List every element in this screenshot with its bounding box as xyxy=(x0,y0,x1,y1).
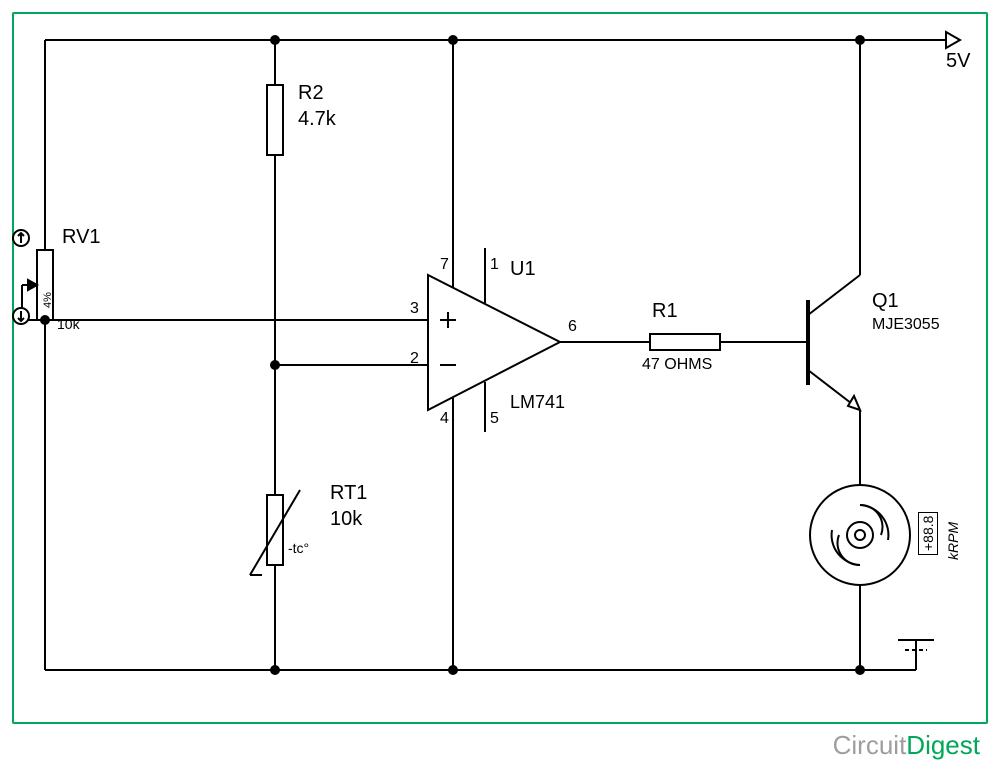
u1-pin2: 2 xyxy=(410,350,419,368)
logo-part2: Digest xyxy=(906,730,980,760)
logo-part1: Circuit xyxy=(833,730,907,760)
u1-pin4: 4 xyxy=(440,410,449,428)
rv1-ref: RV1 xyxy=(62,226,101,249)
u1-pin6: 6 xyxy=(568,318,577,336)
supply-label: 5V xyxy=(946,50,970,73)
u1-ref: U1 xyxy=(510,258,536,281)
motor-rpm: +88.8 xyxy=(918,512,938,555)
q1-ref: Q1 xyxy=(872,290,899,313)
motor-unit: kRPM xyxy=(945,522,961,560)
rv1-value: 10k xyxy=(57,316,80,332)
r2-value: 4.7k xyxy=(298,108,336,131)
r1-value: 47 OHMS xyxy=(642,356,712,374)
u1-part: LM741 xyxy=(510,392,565,413)
rv1-setting: 4% xyxy=(42,292,54,308)
u1-pin1: 1 xyxy=(490,256,499,274)
u1-pin5: 5 xyxy=(490,410,499,428)
r2-ref: R2 xyxy=(298,82,324,105)
u1-pin7: 7 xyxy=(440,256,449,274)
rt1-tc: -tc° xyxy=(288,540,309,556)
r1-ref: R1 xyxy=(652,300,678,323)
u1-pin3: 3 xyxy=(410,300,419,318)
rt1-value: 10k xyxy=(330,508,362,531)
q1-part: MJE3055 xyxy=(872,316,940,334)
circuit-canvas: 5V RV1 10k 4% R2 4.7k RT1 10k -tc° U1 LM… xyxy=(0,0,1000,767)
logo: CircuitDigest xyxy=(833,730,980,761)
rt1-ref: RT1 xyxy=(330,482,367,505)
schematic-svg xyxy=(0,0,1000,767)
